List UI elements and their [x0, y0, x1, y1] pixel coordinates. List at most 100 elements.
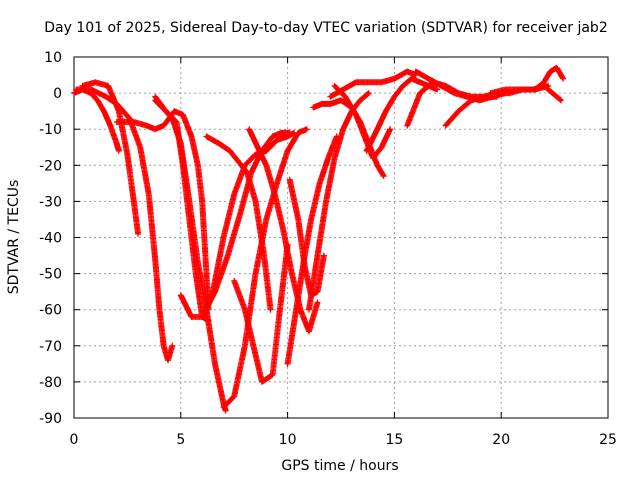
- data-point: [153, 95, 157, 98]
- data-point: [457, 109, 460, 113]
- series-arc-8: [220, 126, 310, 411]
- x-tick-label: 10: [279, 432, 297, 448]
- data-point: [179, 294, 182, 297]
- data-point: [532, 88, 535, 91]
- data-point: [549, 70, 552, 73]
- data-point: [89, 91, 93, 95]
- data-point: [265, 218, 268, 221]
- x-tick-label: 15: [385, 432, 403, 448]
- data-point: [482, 95, 486, 98]
- data-point: [435, 88, 439, 91]
- data-point: [354, 113, 358, 116]
- data-point: [542, 81, 546, 84]
- data-point: [96, 99, 99, 102]
- series-arc-14: [286, 176, 327, 299]
- y-tick-label: -10: [39, 122, 62, 138]
- data-point: [233, 279, 236, 283]
- data-point: [102, 109, 106, 113]
- data-point: [239, 211, 242, 214]
- series-arc-2: [79, 79, 142, 237]
- data-point: [109, 124, 112, 127]
- y-tick-label: -60: [39, 303, 62, 319]
- data-point: [158, 308, 161, 311]
- data-point: [344, 95, 347, 98]
- data-point: [128, 117, 131, 120]
- data-point: [324, 200, 328, 203]
- data-point: [489, 91, 492, 95]
- data-point: [104, 95, 108, 98]
- series-arc-12: [246, 126, 321, 335]
- data-point: [312, 106, 315, 109]
- data-point: [329, 95, 332, 98]
- data-point: [561, 77, 565, 80]
- data-point: [275, 182, 279, 185]
- series-arc-24: [530, 82, 565, 104]
- data-point: [260, 380, 264, 384]
- data-point: [139, 146, 142, 149]
- data-point: [341, 128, 345, 131]
- y-tick-label: -20: [39, 158, 62, 174]
- data-point: [282, 229, 285, 232]
- data-point: [250, 171, 253, 174]
- data-point: [233, 395, 236, 398]
- y-tick-label: -30: [39, 194, 62, 210]
- data-point: [271, 135, 274, 138]
- data-point: [196, 164, 200, 167]
- data-point: [171, 117, 174, 120]
- data-point: [153, 128, 157, 131]
- y-tick-label: -70: [39, 339, 62, 355]
- data-point: [269, 308, 272, 311]
- data-point: [329, 102, 332, 106]
- data-point: [132, 120, 136, 124]
- x-axis-label: GPS time / hours: [281, 458, 398, 474]
- data-point: [164, 109, 168, 113]
- data-point: [359, 99, 362, 102]
- data-point: [444, 124, 447, 127]
- data-point: [354, 81, 358, 84]
- data-point: [162, 124, 165, 127]
- data-point: [297, 218, 300, 221]
- data-point: [465, 95, 469, 98]
- data-point: [190, 315, 193, 319]
- x-tick-label: 0: [70, 432, 79, 448]
- data-point: [371, 156, 375, 160]
- series-arc-4: [113, 108, 212, 313]
- data-point: [286, 362, 289, 366]
- data-point: [414, 70, 417, 73]
- data-point: [228, 149, 232, 153]
- y-tick-label: 0: [53, 86, 62, 102]
- data-point: [333, 156, 336, 160]
- data-point: [271, 373, 274, 376]
- y-tick-label: 10: [44, 50, 62, 66]
- series-arc-18: [331, 82, 394, 162]
- data-point: [74, 88, 78, 91]
- x-tick-label: 20: [492, 432, 510, 448]
- data-point: [367, 81, 370, 84]
- x-tick-label: 25: [599, 432, 617, 448]
- data-point: [542, 84, 546, 88]
- data-point: [181, 113, 185, 116]
- data-point: [254, 200, 257, 203]
- chart-title: Day 101 of 2025, Sidereal Day-to-day VTE…: [44, 20, 607, 36]
- data-point: [277, 315, 281, 319]
- data-point: [288, 131, 291, 135]
- data-point: [254, 272, 257, 275]
- data-point: [205, 135, 208, 138]
- data-point: [316, 254, 319, 257]
- data-point: [335, 135, 338, 138]
- data-point: [273, 192, 276, 196]
- y-tick-label: -90: [39, 411, 62, 427]
- data-point: [194, 272, 197, 275]
- y-tick-label: -50: [39, 267, 62, 283]
- data-point: [316, 290, 319, 293]
- data-point: [406, 124, 409, 127]
- y-tick-label: -80: [39, 375, 62, 391]
- data-point: [243, 308, 247, 311]
- data-point: [222, 405, 225, 409]
- axis-ticks: 0 5 10 15 20 25 10 0 -10 -20 -30 -40 -50 -60 -70 -80 -90: [39, 50, 617, 448]
- data-point: [247, 128, 251, 131]
- data-point: [406, 70, 409, 73]
- data-point: [305, 128, 309, 131]
- data-point: [297, 131, 300, 135]
